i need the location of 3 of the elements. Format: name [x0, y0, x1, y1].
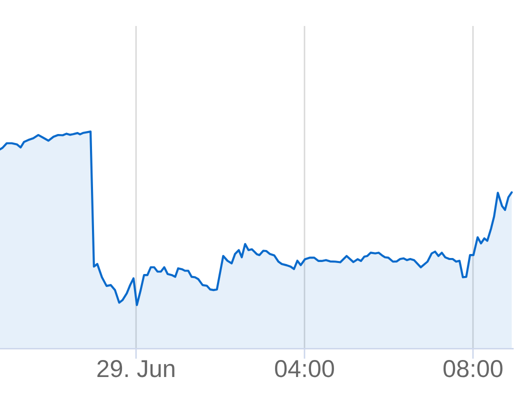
- x-tick-label: 29. Jun: [97, 360, 174, 378]
- x-tick-label: 08:00: [444, 360, 502, 378]
- x-tick-label: 04:00: [275, 360, 334, 378]
